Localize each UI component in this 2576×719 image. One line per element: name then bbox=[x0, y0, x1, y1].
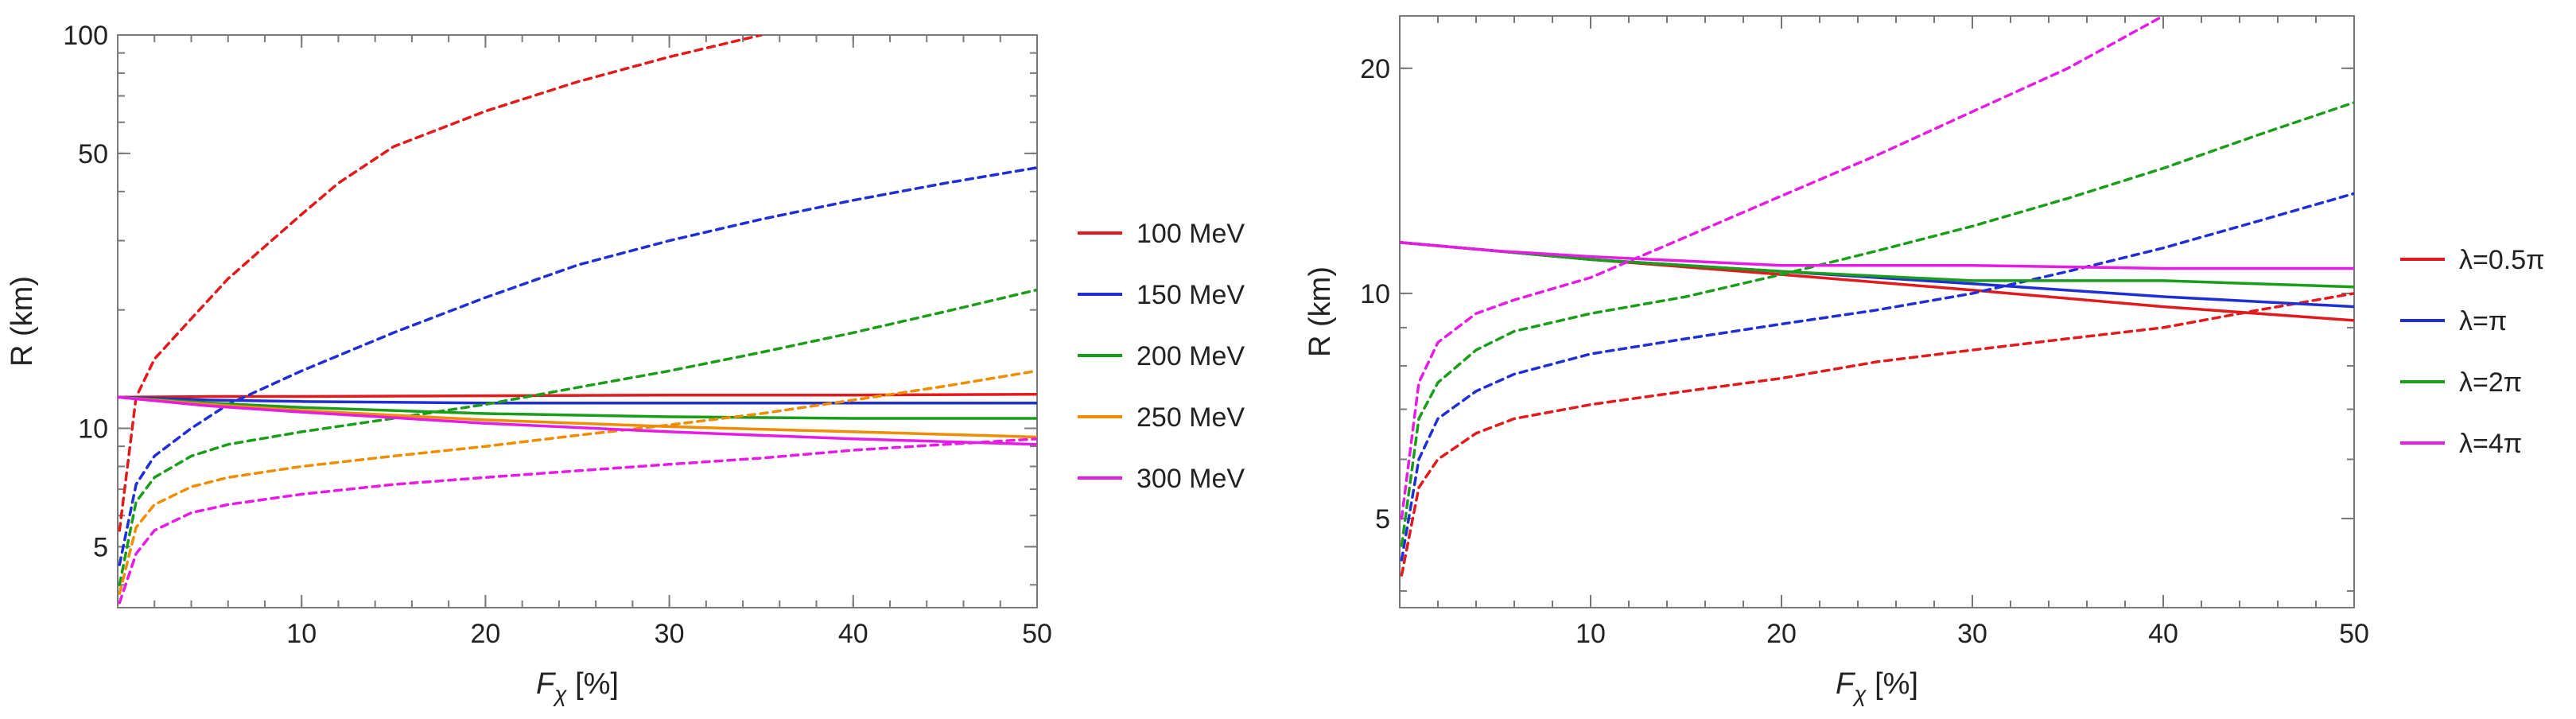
x-axis-label-main: F bbox=[536, 667, 556, 701]
plot-frame bbox=[117, 34, 1038, 608]
series-line-λ=4π-solid bbox=[1400, 241, 2354, 270]
series-line-250-mev-solid bbox=[118, 395, 1037, 439]
y-axis-label: R (km) bbox=[1304, 266, 1337, 357]
series-line-λ=2π-dashed bbox=[1400, 101, 2354, 547]
series-line-λ=0.5π-dashed bbox=[1400, 292, 2354, 577]
y-tick-label: 5 bbox=[1375, 504, 1390, 534]
x-tick-label: 10 bbox=[1576, 619, 1606, 649]
legend-label: 150 MeV bbox=[1136, 280, 1245, 310]
legend: 100 MeV 150 MeV 200 MeV 250 MeV 300 MeV bbox=[1078, 219, 1245, 494]
series-line-150-mev-solid bbox=[118, 395, 1037, 405]
x-axis-label: Fχ [%] bbox=[536, 667, 619, 706]
series-line-100-mev-solid bbox=[118, 393, 1037, 399]
series-line-300-mev-solid bbox=[118, 395, 1037, 446]
x-axis-label: Fχ [%] bbox=[1836, 667, 1918, 706]
x-axis-label-sub: χ bbox=[1851, 682, 1867, 706]
x-tick-label: 50 bbox=[2339, 619, 2369, 649]
y-tick-label: 10 bbox=[78, 414, 108, 445]
x-tick-label: 40 bbox=[838, 619, 868, 649]
series-line-λ=4π-dashed bbox=[1400, 16, 2165, 520]
x-axis-label-sub: χ bbox=[552, 682, 567, 706]
x-tick-label: 40 bbox=[2148, 619, 2178, 649]
x-tick-label: 10 bbox=[286, 619, 317, 649]
x-tick-label: 30 bbox=[655, 619, 685, 649]
legend-label: 300 MeV bbox=[1136, 464, 1245, 494]
y-tick-label: 20 bbox=[1360, 54, 1390, 84]
legend-label: λ=2π bbox=[2459, 367, 2522, 398]
legend-label: 100 MeV bbox=[1136, 219, 1245, 249]
legend-label: λ=π bbox=[2459, 306, 2507, 336]
right-chart-panel: 5 10 20 10 20 30 40 50 Fχ [%] R (km) λ=0.5π λ=π λ=2π… bbox=[1304, 15, 2545, 706]
series-line-250-mev-dashed bbox=[118, 369, 1037, 596]
x-axis-label-main: F bbox=[1836, 667, 1855, 701]
y-tick-label: 100 bbox=[63, 21, 108, 51]
series-line-200-mev-dashed bbox=[118, 288, 1037, 587]
series-line-300-mev-dashed bbox=[118, 437, 1037, 604]
series-line-λ=π-solid bbox=[1400, 241, 2354, 309]
legend-label: λ=0.5π bbox=[2459, 245, 2545, 275]
left-chart-panel: 5 10 50 100 10 20 30 40 50 Fχ [%] R (km) 100 MeV 150… bbox=[6, 21, 1245, 706]
series-line-200-mev-solid bbox=[118, 395, 1037, 420]
legend-label: 250 MeV bbox=[1136, 402, 1245, 433]
y-axis-label: R (km) bbox=[6, 276, 39, 367]
plot-frame bbox=[1399, 15, 2355, 608]
x-tick-label: 20 bbox=[470, 619, 500, 649]
x-axis-label-unit: [%] bbox=[1867, 667, 1918, 701]
series-line-100-mev-dashed bbox=[118, 35, 763, 532]
y-tick-label: 5 bbox=[93, 532, 108, 562]
x-tick-label: 20 bbox=[1766, 619, 1797, 649]
x-tick-label: 30 bbox=[1957, 619, 1987, 649]
legend: λ=0.5π λ=π λ=2π λ=4π bbox=[2400, 245, 2545, 459]
legend-label: 200 MeV bbox=[1136, 341, 1245, 371]
curves bbox=[1400, 16, 2354, 577]
series-line-λ=π-dashed bbox=[1400, 192, 2354, 562]
curves bbox=[118, 35, 1037, 604]
series-line-150-mev-dashed bbox=[118, 166, 1037, 566]
y-tick-label: 50 bbox=[78, 139, 108, 169]
x-axis-label-unit: [%] bbox=[567, 667, 619, 701]
legend-label: λ=4π bbox=[2459, 429, 2522, 459]
x-tick-label: 50 bbox=[1022, 619, 1052, 649]
y-tick-label: 10 bbox=[1360, 279, 1390, 309]
